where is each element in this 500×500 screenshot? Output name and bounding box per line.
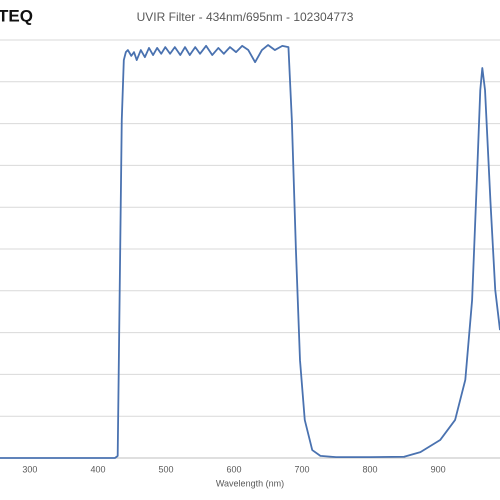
x-tick-label: 900 — [431, 464, 446, 474]
x-tick-label: 400 — [90, 464, 105, 474]
data-line — [0, 44, 500, 459]
x-axis-label: Wavelength (nm) — [216, 478, 284, 488]
x-tick-label: 500 — [158, 464, 173, 474]
logo: TEQ — [0, 6, 33, 25]
x-tick-label: 800 — [363, 464, 378, 474]
chart-title: UVIR Filter - 434nm/695nm - 102304773 — [137, 10, 354, 24]
x-tick-label: 700 — [295, 464, 310, 474]
x-tick-label: 300 — [22, 464, 37, 474]
x-tick-label: 600 — [226, 464, 241, 474]
